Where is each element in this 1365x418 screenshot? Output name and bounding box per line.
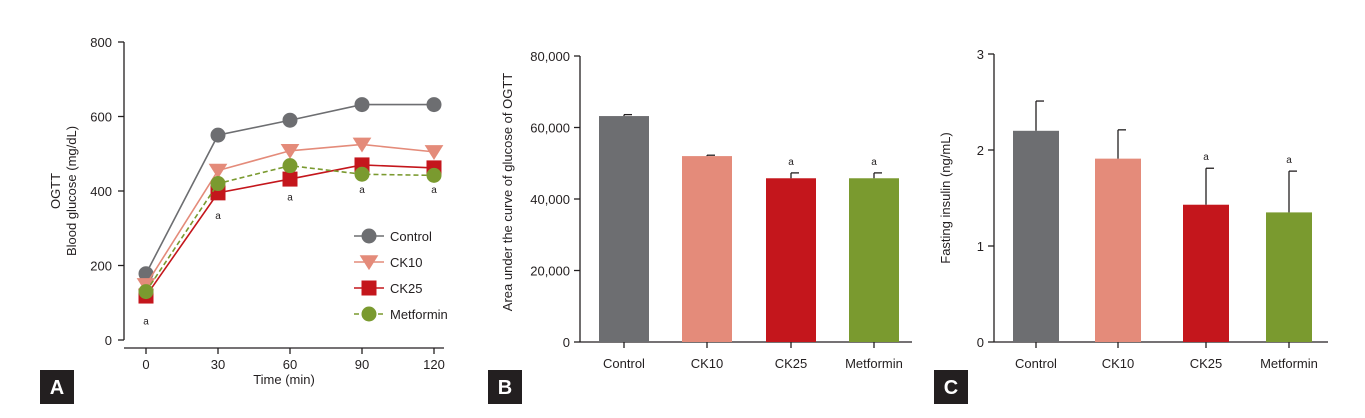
data-point-metformin (426, 167, 442, 183)
panel-c: 0 1 2 3 Control CK10 CK25 a Metformin a Fasting … (934, 47, 1328, 404)
significance-label: a (287, 193, 293, 204)
legend-marker-metformin (361, 306, 377, 322)
significance-label: a (359, 185, 365, 196)
category-label-ck25: CK25 (1190, 356, 1223, 371)
data-point-ck10 (280, 143, 300, 159)
y-tick-label: 3 (977, 47, 984, 62)
panel-c-badge-label: C (944, 377, 958, 399)
significance-label: a (871, 157, 877, 168)
bar-metformin (1266, 212, 1312, 342)
data-point-metformin (354, 166, 370, 182)
panel-a-xlabel: Time (min) (253, 372, 315, 387)
panel-b-ylabel: Area under the curve of glucose of OGTT (500, 73, 515, 312)
panel-a-x-ticks: 0 30 60 90 120 (142, 348, 445, 372)
legend-label-ck10: CK10 (390, 255, 423, 270)
panel-b: 0 20,000 40,000 60,000 80,000 Control CK10 CK2… (488, 49, 912, 404)
y-tick-label: 200 (90, 259, 112, 274)
series-line-control (145, 103, 434, 275)
y-tick-label: 0 (563, 335, 570, 350)
bar-ck25 (1183, 204, 1229, 342)
y-tick-label: 0 (977, 335, 984, 350)
category-label-control: Control (603, 356, 645, 371)
y-tick-label: 1 (977, 239, 984, 254)
legend-label-metformin: Metformin (390, 307, 448, 322)
category-label-ck10: CK10 (691, 356, 724, 371)
category-label-ck10: CK10 (1102, 356, 1135, 371)
category-label-metformin: Metformin (845, 356, 903, 371)
significance-label: a (1203, 152, 1209, 163)
bar-control (599, 116, 649, 342)
panel-a-badge-label: A (50, 377, 64, 399)
panel-a-y-ticks: 0 200 400 600 800 (90, 35, 124, 348)
legend-marker-ck10 (359, 255, 379, 271)
panel-a-annotations: a a a a a (143, 185, 437, 327)
x-tick-label: 90 (355, 357, 369, 372)
significance-label: a (215, 211, 221, 222)
panel-b-badge (488, 370, 522, 404)
bar-ck10 (1095, 158, 1141, 342)
panel-b-y-ticks: 0 20,000 40,000 60,000 80,000 (530, 49, 580, 350)
data-point-control (354, 97, 370, 113)
x-tick-label: 120 (423, 357, 445, 372)
legend-label-ck25: CK25 (390, 281, 423, 296)
panel-c-badge (934, 370, 968, 404)
x-tick-label: 30 (211, 357, 225, 372)
panel-a-legend: Control CK10 CK25 Metformin (354, 228, 448, 322)
y-tick-label: 800 (90, 35, 112, 50)
significance-label: a (431, 185, 437, 196)
category-label-control: Control (1015, 356, 1057, 371)
bar-control (1013, 130, 1059, 342)
data-point-ck10 (352, 137, 372, 153)
y-tick-label: 0 (105, 333, 112, 348)
series-metformin (138, 158, 442, 300)
panel-b-bars: Control CK10 CK25 a Metformin a (599, 113, 903, 371)
panel-a-ylabel-line1: OGTT (48, 173, 63, 209)
panel-a: 0 200 400 600 800 0 30 60 90 120 OGTT Blood gluc… (40, 35, 448, 404)
y-tick-label: 2 (977, 143, 984, 158)
series-ck10 (136, 137, 444, 293)
panel-b-badge-label: B (498, 377, 512, 399)
y-tick-label: 60,000 (530, 121, 570, 136)
panel-c-bars: Control CK10 CK25 a Metformin a (1013, 100, 1318, 371)
significance-label: a (1286, 155, 1292, 166)
x-tick-label: 60 (283, 357, 297, 372)
legend-marker-ck25 (361, 280, 377, 296)
significance-label: a (788, 157, 794, 168)
panel-a-series (136, 97, 444, 304)
legend-label-control: Control (390, 229, 432, 244)
y-tick-label: 600 (90, 110, 112, 125)
data-point-control (426, 97, 442, 113)
data-point-ck25 (282, 171, 298, 187)
data-point-control (210, 127, 226, 143)
data-point-ck10 (208, 163, 228, 179)
category-label-metformin: Metformin (1260, 356, 1318, 371)
panel-a-ylabel-line2: Blood glucose (mg/dL) (64, 126, 79, 256)
series-control (138, 97, 442, 282)
data-point-metformin (138, 284, 154, 300)
y-tick-label: 80,000 (530, 49, 570, 64)
significance-label: a (143, 317, 149, 328)
data-point-control (282, 112, 298, 128)
category-label-ck25: CK25 (775, 356, 808, 371)
panel-c-ylabel: Fasting insulin (ng/mL) (938, 132, 953, 264)
bar-ck10 (682, 156, 732, 342)
y-tick-label: 400 (90, 184, 112, 199)
bar-ck25 (766, 178, 816, 342)
data-point-metformin (210, 176, 226, 192)
data-point-metformin (282, 158, 298, 174)
x-tick-label: 0 (142, 357, 149, 372)
panel-c-y-ticks: 0 1 2 3 (977, 47, 994, 350)
bar-metformin (849, 178, 899, 342)
legend-marker-control (361, 228, 377, 244)
y-tick-label: 20,000 (530, 264, 570, 279)
y-tick-label: 40,000 (530, 192, 570, 207)
data-point-ck10 (424, 145, 444, 160)
panel-a-badge (40, 370, 74, 404)
